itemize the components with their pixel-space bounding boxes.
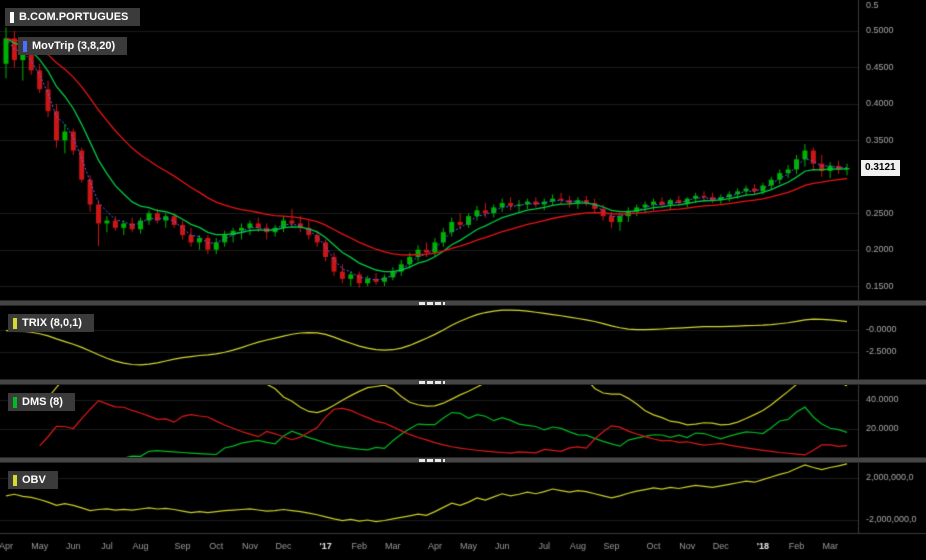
- dms-indicator-label[interactable]: DMS (8): [8, 393, 75, 411]
- movtrip-color-chip: [23, 40, 27, 52]
- obv-label-text: OBV: [22, 474, 46, 486]
- instrument-label-text: B.COM.PORTUGUES: [19, 11, 129, 23]
- price-axis[interactable]: [858, 0, 926, 533]
- trix-indicator-label[interactable]: TRIX (8,0,1): [8, 314, 94, 332]
- panel-resize-handle[interactable]: [419, 381, 445, 384]
- last-price-tag: 0.3121: [861, 160, 900, 176]
- panel-resize-handle[interactable]: [419, 459, 445, 462]
- panel-separator[interactable]: [0, 300, 926, 306]
- panel-separator[interactable]: [0, 457, 926, 463]
- obv-color-chip: [13, 474, 17, 486]
- panel-separator[interactable]: [0, 379, 926, 385]
- trix-color-chip: [13, 317, 17, 329]
- trix-label-text: TRIX (8,0,1): [22, 317, 82, 329]
- time-axis[interactable]: [0, 533, 926, 560]
- movtrip-label-text: MovTrip (3,8,20): [32, 40, 116, 52]
- dms-label-text: DMS (8): [22, 396, 63, 408]
- panel-resize-handle[interactable]: [419, 302, 445, 305]
- instrument-label[interactable]: B.COM.PORTUGUES: [5, 8, 141, 26]
- dms-color-chip: [13, 396, 17, 408]
- obv-indicator-label[interactable]: OBV: [8, 471, 58, 489]
- instrument-color-chip: [10, 11, 14, 23]
- movtrip-indicator-label[interactable]: MovTrip (3,8,20): [18, 37, 128, 55]
